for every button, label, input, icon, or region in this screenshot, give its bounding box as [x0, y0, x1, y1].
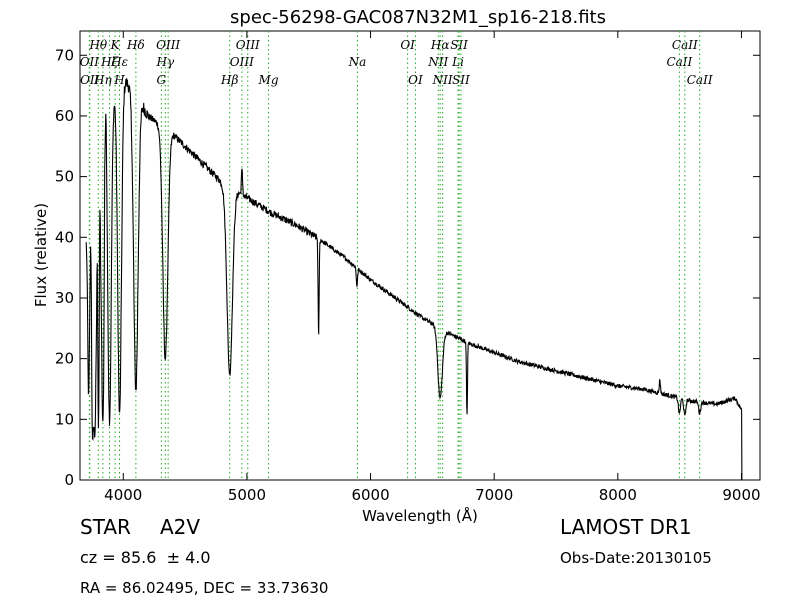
x-axis-label: Wavelength (Å) [362, 506, 478, 525]
line-marker-label: NII [432, 73, 453, 87]
line-marker-label: H [113, 73, 125, 87]
x-tick-label: 7000 [475, 486, 513, 504]
line-marker-label: Hα [430, 38, 450, 52]
redshift-cz: cz = 85.6 ± 4.0 [80, 548, 211, 567]
line-marker-label: OIII [236, 38, 260, 52]
spectrum-series [85, 78, 743, 481]
x-tick-label: 9000 [722, 486, 760, 504]
line-marker-label: Mg [258, 73, 279, 87]
x-tick-label: 8000 [599, 486, 637, 504]
line-marker-label: CaII [687, 73, 713, 87]
line-marker-label: Hδ [126, 38, 145, 52]
coordinates: RA = 86.02495, DEC = 33.73630 [80, 579, 329, 597]
y-tick-label: 20 [55, 350, 74, 368]
line-marker-label: Hθ [88, 38, 107, 52]
line-marker-label: Na [348, 55, 367, 69]
y-tick-label: 60 [55, 107, 74, 125]
line-marker-label: OI [400, 38, 415, 52]
y-tick-label: 50 [55, 168, 74, 186]
line-marker-label: CaII [672, 38, 698, 52]
object-class: STAR [80, 515, 131, 539]
line-marker-label: SII [452, 73, 470, 87]
plot-frame [79, 30, 761, 481]
line-marker-label: SII [450, 38, 468, 52]
y-tick-label: 40 [55, 228, 74, 246]
x-tick-label: 5000 [228, 486, 266, 504]
chart-title: spec-56298-GAC087N32M1_sp16-218.fits [230, 7, 606, 28]
x-tick-label: 6000 [351, 486, 389, 504]
line-marker-label: G [157, 73, 167, 87]
survey-name: LAMOST DR1 [560, 515, 692, 539]
line-marker-label: OII [80, 73, 100, 87]
line-markers: OIIOIIHθHηHζKHHεHδGHγOIIIHβOIIIOIIIMgNaO… [80, 31, 713, 480]
y-axis-label: Flux (relative) [32, 203, 50, 307]
y-tick-label: 0 [64, 471, 74, 489]
axis-ticks: 4000 5000 6000 7000 8000 9000 0 10 20 30 40 50 60 70 [55, 31, 761, 504]
object-subclass: A2V [160, 515, 201, 539]
y-tick-label: 10 [55, 410, 74, 428]
line-marker-label: OI [408, 73, 423, 87]
line-marker-label: OIII [156, 38, 180, 52]
line-marker-label: Hε [110, 55, 128, 69]
line-marker-label: OIII [230, 55, 254, 69]
line-marker-label: CaII [666, 55, 692, 69]
line-marker-label: OII [80, 55, 100, 69]
line-marker-label: Hβ [220, 73, 238, 87]
line-marker-label: Li [451, 55, 464, 69]
line-marker-label: K [110, 38, 121, 52]
observation-date: Obs-Date:20130105 [560, 549, 712, 567]
line-marker-label: NII [427, 55, 448, 69]
spectrum-line [85, 78, 743, 481]
x-tick-label: 4000 [104, 486, 142, 504]
line-marker-label: Hη [93, 73, 112, 87]
line-marker-label: Hγ [155, 55, 174, 69]
y-tick-label: 70 [55, 46, 74, 64]
y-tick-label: 30 [55, 289, 74, 307]
